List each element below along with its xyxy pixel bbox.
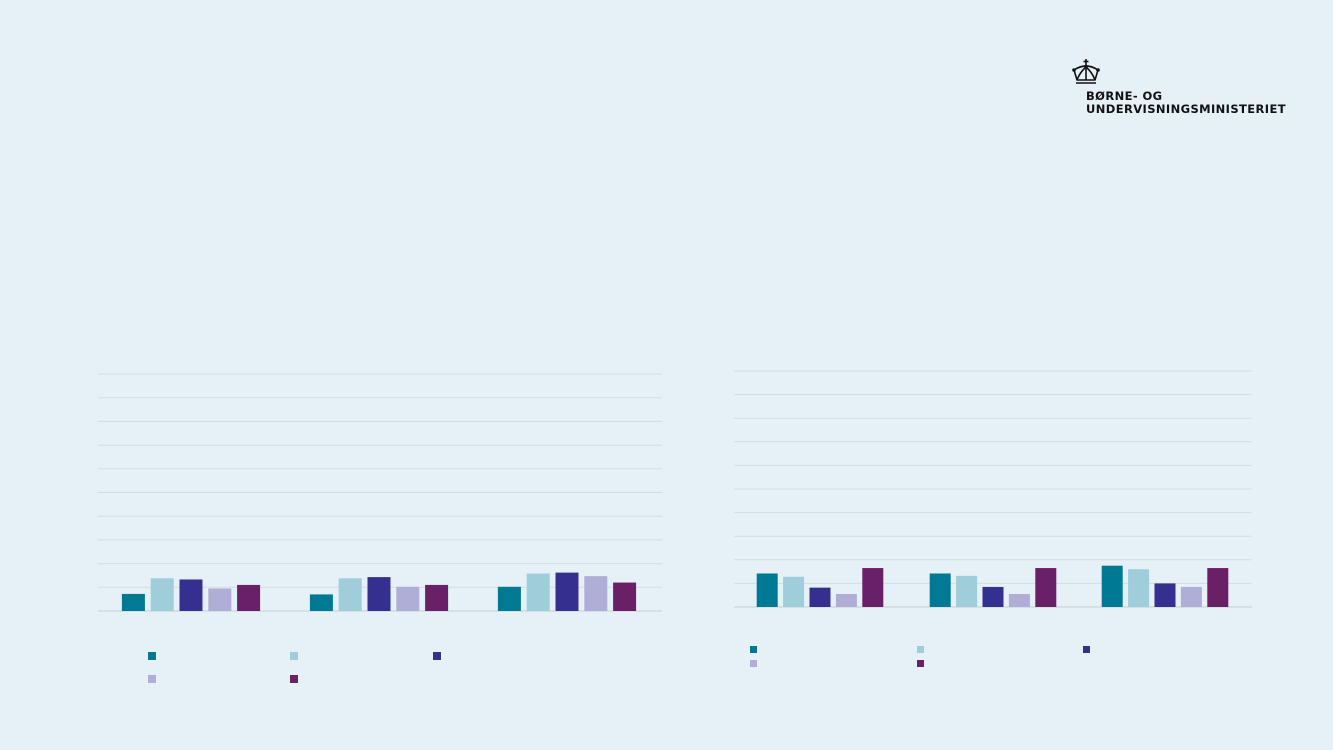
bar-series-5-group-2: [1035, 568, 1057, 607]
bar-series-1-group-2: [309, 594, 333, 611]
bar-series-4-group-1: [835, 594, 857, 607]
legend-marker-series-3: [433, 652, 441, 660]
legend-marker-series-3: [1083, 646, 1090, 653]
legend-marker-series-1: [148, 652, 156, 660]
bar-series-2-group-2: [338, 578, 362, 611]
bar-series-5-group-1: [862, 568, 884, 607]
crown-icon: [1072, 59, 1100, 84]
legend: [750, 646, 1090, 667]
bar-series-3-group-2: [982, 586, 1004, 607]
legend-marker-series-4: [750, 660, 757, 667]
bar-series-4-group-3: [584, 576, 608, 611]
bar-series-2-group-1: [150, 578, 174, 611]
legend-marker-series-2: [290, 652, 298, 660]
legend-marker-series-5: [290, 675, 298, 683]
ministry-logo: BØRNE- OG UNDERVISNINGSMINISTERIET: [1070, 58, 1300, 116]
ministry-name-line2: UNDERVISNINGSMINISTERIET: [1086, 102, 1286, 116]
bar-series-5-group-2: [425, 584, 449, 611]
ministry-name-line1: BØRNE- OG: [1086, 89, 1163, 103]
bar-series-2-group-2: [956, 575, 978, 607]
ministry-name: BØRNE- OG UNDERVISNINGSMINISTERIET: [1086, 90, 1300, 116]
bar-chart-left: [98, 373, 662, 683]
bar-series-2-group-3: [1128, 569, 1150, 607]
bar-series-5-group-3: [1207, 568, 1229, 607]
bar-series-1-group-3: [1101, 565, 1123, 607]
bar-series-1-group-1: [756, 573, 778, 607]
legend-marker-series-5: [917, 660, 924, 667]
bar-series-4-group-2: [396, 586, 420, 611]
bar-series-1-group-3: [497, 586, 521, 611]
bar-series-3-group-1: [809, 587, 831, 607]
legend-marker-series-1: [750, 646, 757, 653]
bar-series-5-group-3: [613, 582, 637, 611]
bar-series-4-group-2: [1008, 594, 1030, 607]
bar-series-3-group-1: [179, 579, 203, 611]
bar-series-5-group-1: [237, 584, 261, 611]
legend: [148, 652, 441, 683]
bar-series-1-group-2: [929, 573, 951, 607]
bar-series-4-group-3: [1180, 586, 1202, 607]
bar-series-3-group-3: [1154, 583, 1176, 607]
bar-series-2-group-1: [783, 576, 805, 607]
bar-series-4-group-1: [208, 588, 232, 611]
gridlines: [734, 370, 1252, 608]
bar-series-3-group-3: [555, 572, 579, 611]
legend-marker-series-4: [148, 675, 156, 683]
legend-marker-series-2: [917, 646, 924, 653]
bar-series-3-group-2: [367, 577, 391, 611]
bar-series-1-group-1: [121, 593, 145, 611]
bar-series-2-group-3: [526, 573, 550, 611]
